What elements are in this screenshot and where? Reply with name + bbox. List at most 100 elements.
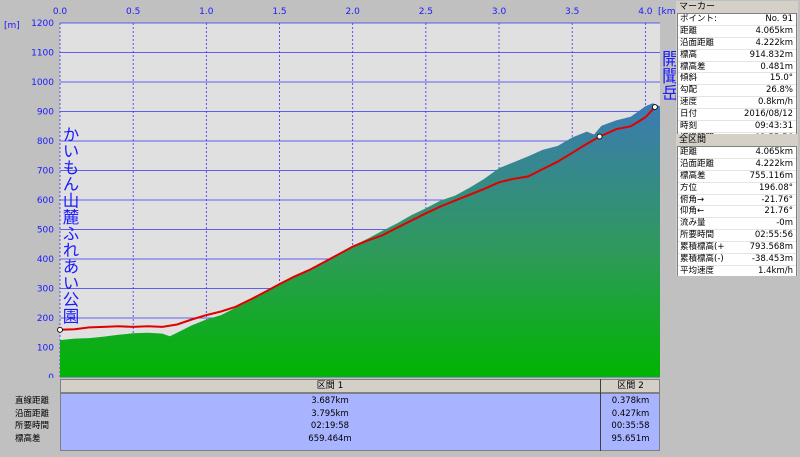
total-panel-label: 累積標高(-)	[680, 254, 724, 265]
segment-1-header[interactable]: 区間 1	[316, 381, 344, 391]
x-tick-label: 1.5	[272, 7, 286, 17]
marker-panel-value: 0.481m	[760, 61, 793, 72]
x-tick-label: 0.5	[126, 7, 140, 17]
y-tick-label: 300	[37, 285, 54, 295]
total-panel-label: 所要時間	[680, 230, 715, 241]
x-tick-label: 1.0	[199, 7, 214, 17]
marker-panel-row: 速度 0.8km/h	[678, 97, 796, 110]
end-location-label: 開聞岳	[658, 50, 678, 101]
total-panel-row: 仰角← 21.76°	[678, 206, 796, 219]
segment-table-row: 所要時間 02:19:58 00:35:58	[0, 421, 676, 432]
total-panel-row: 方位 196.08°	[678, 183, 796, 195]
segment-table-row: 沿面距離 3.795km 0.427km	[0, 409, 676, 420]
x-tick-label: 2.0	[346, 7, 361, 17]
y-tick-label: 500	[37, 226, 54, 236]
total-panel-row: 流み量 -0m	[678, 218, 796, 231]
marker-panel-value: 914.832m	[749, 49, 793, 60]
segment-2-value: 0.378km	[611, 396, 650, 406]
segment-table: 区間 1 区間 2 直線距離 3.687km 0.378km 沿面距離 3.795km 0…	[0, 378, 676, 457]
total-panel-value: 755.116m	[749, 170, 793, 181]
total-panel-value: 4.065km	[755, 147, 793, 157]
marker-panel-row: 標高差 0.481m	[678, 62, 796, 74]
total-panel-row: 所要時間 02:55:56	[678, 230, 796, 243]
total-panel-value: 196.08°	[759, 182, 793, 193]
marker-panel-row: 勾配 26.8%	[678, 85, 796, 98]
route-point[interactable]	[596, 133, 603, 140]
marker-panel-value: 15.0°	[769, 73, 793, 84]
marker-panel-label: 速度	[680, 97, 698, 108]
total-panel-row: 俯角→ -21.76°	[678, 195, 796, 207]
x-axis-ticks: 0.0 0.5 1.0 1.5 2.0 2.5 3.0 3.5 4.0	[53, 7, 653, 17]
y-tick-label: 1100	[31, 49, 54, 59]
y-tick-label: 100	[37, 344, 54, 354]
segment-2-header[interactable]: 区間 2	[617, 381, 644, 391]
marker-panel-row: 距離 4.065km	[678, 26, 796, 38]
route-markers	[57, 104, 658, 333]
y-unit-label: [m]	[4, 21, 20, 31]
total-panel-label: 流み量	[680, 218, 706, 229]
marker-panel-label: 標高差	[680, 61, 706, 72]
elevation-chart[interactable]: 0.0 0.5 1.0 1.5 2.0 2.5 3.0 3.5 4.0 0 100 200 300 40…	[0, 0, 676, 378]
y-tick-label: 1000	[31, 78, 54, 88]
start-location-label: かいもん山麓ふれあい公園	[60, 126, 79, 324]
segment-row-label: 所要時間	[15, 421, 50, 431]
segment-header-row	[60, 379, 660, 393]
marker-panel-label: 標高	[680, 49, 698, 60]
total-panel-label: 方位	[680, 182, 698, 193]
total-panel-value: -21.76°	[761, 194, 793, 205]
total-panel-value: 1.4km/h	[758, 265, 793, 276]
total-panel-label: 標高差	[680, 170, 706, 181]
total-panel-row: 沿面距離 4.222km	[678, 159, 796, 171]
total-panel-row: 標高差 755.116m	[678, 171, 796, 183]
segment-1-value: 3.687km	[311, 396, 349, 406]
total-panel: 全区間 距離 4.065km 沿面距離 4.222km 標高差 755.116m 方位 196…	[676, 134, 798, 291]
segment-2-value: 95.651m	[611, 433, 650, 444]
total-panel-value: 4.222km	[755, 158, 793, 169]
y-tick-label: 400	[37, 255, 54, 265]
y-tick-label: 700	[37, 167, 54, 177]
segment-row-label: 直線距離	[15, 396, 50, 406]
terrain-area	[60, 103, 660, 377]
y-tick-label: 1200	[31, 19, 54, 29]
marker-panel-value: 26.8%	[765, 85, 793, 96]
marker-panel-label: 傾斜	[680, 73, 698, 84]
x-tick-label: 3.0	[492, 7, 507, 17]
marker-panel-row: 標高 914.832m	[678, 50, 796, 62]
segment-1-value: 659.464m	[308, 433, 352, 444]
segment-row-label: 標高差	[15, 433, 41, 444]
segment-table-row: 標高差 659.464m 95.651m	[0, 434, 676, 445]
marker-panel-row: 沿面距離 4.222km	[678, 38, 796, 50]
marker-panel-value: 0.8km/h	[758, 97, 793, 108]
route-point[interactable]	[651, 104, 658, 110]
total-panel-label: 距離	[680, 147, 698, 157]
marker-panel-value: 2016/08/12	[744, 109, 793, 120]
y-tick-label: 800	[37, 137, 54, 147]
total-panel-label: 平均速度	[680, 265, 715, 276]
y-tick-label: 200	[37, 314, 54, 324]
segment-1-value: 02:19:58	[310, 421, 350, 431]
segment-2-value: 00:35:58	[611, 421, 650, 431]
marker-panel-row: ポイント: No. 91	[678, 14, 796, 26]
marker-panel-value: No. 91	[765, 14, 793, 24]
y-tick-label: 600	[37, 196, 54, 206]
total-panel-value: -38.453m	[751, 254, 793, 265]
segment-row-label: 沿面距離	[15, 408, 50, 419]
marker-panel-label: 勾配	[680, 85, 698, 96]
segment-table-row: 直線距離 3.687km 0.378km	[0, 396, 676, 407]
marker-panel-body: ポイント: No. 91 距離 4.065km 沿面距離 4.222km 標高 914.832…	[677, 13, 797, 146]
x-tick-label: 0.0	[53, 7, 68, 17]
y-tick-label: 0	[48, 373, 54, 378]
total-panel-value: 793.568m	[749, 242, 793, 253]
segment-divider	[600, 393, 601, 451]
segment-1-value: 3.795km	[311, 408, 349, 419]
y-axis-ticks: 0 100 200 300 400 500 600 700 800 900 1000 1100 1200	[31, 19, 54, 378]
total-panel-row: 累積標高(+) 793.568m	[678, 242, 796, 255]
x-tick-label: 3.5	[565, 7, 579, 17]
route-line	[59, 106, 656, 331]
x-tick-label: 4.0	[638, 7, 653, 17]
total-panel-value: 02:55:56	[754, 230, 793, 241]
marker-panel-label: 距離	[680, 25, 698, 36]
route-point[interactable]	[57, 326, 63, 333]
marker-panel: マーカー ポイント: No. 91 距離 4.065km 沿面距離 4.222km 標高 91…	[676, 1, 798, 146]
total-panel-value: 21.76°	[764, 206, 793, 217]
